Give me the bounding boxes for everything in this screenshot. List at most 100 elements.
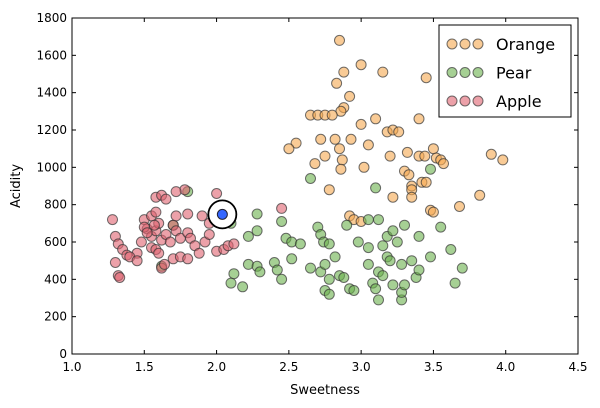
legend-marker-orange	[472, 38, 484, 50]
data-point-pear	[276, 273, 288, 285]
data-point-orange	[334, 34, 345, 46]
axis-ticks: 1.0 1.5 2.0 2.5 3.0 3.5 4.0 4.5 0 200 400 600 800 100…	[36, 11, 587, 374]
data-point-apple	[160, 193, 172, 205]
data-point-pear	[305, 173, 316, 184]
data-point-pear	[294, 238, 306, 250]
data-point-orange	[319, 150, 331, 162]
data-point-pear	[377, 270, 389, 282]
data-point-pear	[370, 283, 382, 295]
data-point-orange	[413, 113, 425, 125]
data-point-pear	[362, 258, 374, 270]
data-point-pear	[348, 285, 360, 296]
data-point-pear	[362, 242, 374, 254]
x-tick-label: 3.0	[352, 360, 371, 374]
y-tick-label: 1800	[36, 11, 67, 25]
data-point-pear	[271, 264, 283, 276]
data-point-pear	[445, 244, 457, 255]
data-point-orange	[406, 191, 418, 203]
data-point-pear	[425, 251, 436, 263]
data-point-pear	[319, 258, 331, 270]
data-point-orange	[454, 201, 465, 212]
data-point-orange	[335, 163, 347, 175]
data-point-pear	[425, 163, 436, 175]
data-point-apple	[107, 214, 118, 226]
data-point-orange	[355, 59, 367, 71]
data-point-apple	[131, 255, 143, 267]
data-point-pear	[225, 277, 237, 289]
data-point-pear	[413, 264, 425, 276]
legend-marker-apple	[459, 95, 471, 107]
data-point-apple	[150, 206, 162, 218]
y-tick-label: 200	[44, 310, 67, 324]
legend-marker-orange	[459, 38, 471, 50]
x-tick-label: 2.5	[279, 360, 298, 374]
data-point-apple	[153, 247, 165, 259]
data-point-pear	[329, 251, 341, 263]
data-point-pear	[373, 294, 384, 306]
data-point-apple	[114, 272, 126, 283]
legend-marker-pear	[459, 67, 471, 78]
data-point-pear	[228, 268, 240, 280]
x-tick-label: 3.5	[424, 360, 443, 374]
data-point-pear	[251, 225, 263, 237]
data-point-orange	[485, 148, 497, 160]
data-point-apple	[170, 186, 182, 198]
data-point-pear	[323, 273, 335, 285]
data-point-apple	[182, 253, 194, 265]
legend-label-apple: Apple	[496, 92, 542, 111]
y-tick-label: 600	[44, 235, 67, 249]
data-point-pear	[399, 279, 410, 291]
data-point-pear	[435, 221, 447, 233]
x-tick-label: 4.5	[568, 360, 587, 374]
highlight-point	[216, 208, 228, 220]
data-point-orange	[427, 143, 439, 155]
data-point-pear	[387, 225, 399, 237]
data-point-pear	[251, 208, 263, 220]
data-point-apple	[193, 247, 205, 259]
data-point-orange	[309, 158, 321, 170]
y-tick-label: 800	[44, 198, 67, 212]
data-point-apple	[196, 210, 208, 222]
data-point-pear	[323, 288, 335, 300]
data-point-pear	[387, 279, 399, 291]
data-point-pear	[286, 253, 298, 265]
data-point-apple	[135, 236, 147, 248]
y-tick-label: 1200	[36, 123, 67, 137]
data-point-pear	[449, 277, 461, 289]
legend-marker-apple	[446, 95, 458, 107]
data-point-pear	[362, 214, 374, 226]
data-point-orange	[336, 154, 348, 166]
data-point-orange	[401, 146, 413, 158]
data-point-orange	[403, 169, 415, 181]
x-axis-label: Sweetness	[290, 383, 360, 398]
legend-marker-apple	[472, 95, 484, 107]
legend-marker-pear	[472, 67, 484, 78]
data-point-pear	[305, 262, 316, 274]
data-point-orange	[290, 137, 302, 149]
data-point-apple	[109, 257, 121, 268]
data-point-pear	[456, 262, 468, 274]
data-point-pear	[377, 240, 389, 252]
data-point-orange	[497, 154, 509, 166]
data-point-pear	[237, 281, 249, 293]
y-tick-label: 400	[44, 272, 67, 286]
data-point-orange	[420, 176, 432, 188]
data-point-pear	[323, 238, 335, 250]
data-point-orange	[427, 206, 439, 218]
data-point-orange	[283, 143, 295, 155]
data-point-apple	[228, 238, 240, 250]
data-point-pear	[391, 236, 403, 248]
data-point-pear	[384, 255, 396, 267]
y-tick-label: 1600	[36, 48, 67, 62]
data-point-orange	[345, 133, 357, 145]
data-point-pear	[413, 230, 425, 242]
data-point-orange	[315, 133, 327, 145]
data-point-orange	[331, 77, 343, 89]
data-point-pear	[396, 258, 408, 270]
y-tick-label: 1400	[36, 86, 67, 100]
legend-label-orange: Orange	[496, 35, 555, 54]
data-point-orange	[438, 158, 449, 170]
x-tick-label: 2.0	[207, 360, 226, 374]
data-point-pear	[406, 255, 418, 267]
